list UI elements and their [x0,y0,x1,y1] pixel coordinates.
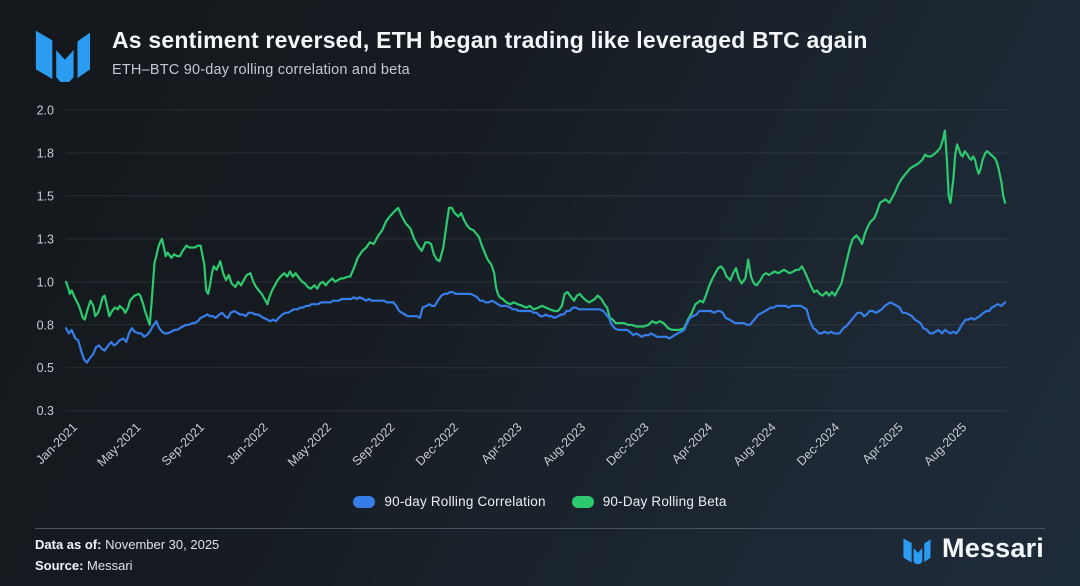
svg-text:0.8: 0.8 [37,318,54,332]
beta-swatch-icon [571,495,594,508]
svg-text:May-2022: May-2022 [285,420,334,469]
svg-text:Dec-2024: Dec-2024 [794,420,842,468]
svg-text:1.0: 1.0 [37,275,54,289]
correlation-swatch-icon [353,495,376,508]
page-title: As sentiment reversed, ETH began trading… [112,27,868,53]
data-as-of-line: Data as of: November 30, 2025 [35,534,219,555]
svg-text:Apr-2024: Apr-2024 [669,420,715,466]
svg-text:Sep-2021: Sep-2021 [159,420,207,468]
svg-text:Dec-2022: Dec-2022 [413,420,461,468]
data-as-of-value: November 30, 2025 [105,537,220,552]
chart-legend: 90-day Rolling Correlation 90-Day Rollin… [0,494,1080,509]
svg-text:Aug-2024: Aug-2024 [731,420,779,468]
svg-text:Aug-2025: Aug-2025 [921,420,969,468]
svg-text:Aug-2023: Aug-2023 [540,420,588,468]
brand-wordmark: Messari [942,533,1044,563]
svg-text:Jan-2022: Jan-2022 [224,420,271,467]
svg-text:1.3: 1.3 [37,232,54,246]
header-text: As sentiment reversed, ETH began trading… [112,20,868,78]
svg-text:Apr-2025: Apr-2025 [860,420,906,466]
svg-text:Apr-2023: Apr-2023 [478,420,524,466]
page-subtitle: ETH–BTC 90-day rolling correlation and b… [112,61,410,78]
svg-text:1.8: 1.8 [37,146,54,160]
svg-text:0.5: 0.5 [37,361,54,375]
data-as-of-label: Data as of: [35,537,102,552]
legend-label-correlation: 90-day Rolling Correlation [384,494,546,509]
legend-label-beta: 90-Day Rolling Beta [602,494,727,509]
footer-divider [35,528,1045,529]
messari-brand-icon [903,538,931,564]
source-label: Source: [35,558,84,573]
brand-lockup: Messari [902,533,1044,564]
svg-text:2.0: 2.0 [37,104,54,118]
svg-text:Sep-2022: Sep-2022 [349,420,397,468]
svg-text:Jan-2021: Jan-2021 [33,420,80,467]
source-value: Messari [87,558,133,573]
svg-text:0.3: 0.3 [37,404,54,418]
svg-text:Dec-2023: Dec-2023 [604,420,652,468]
source-line: Source: Messari [35,555,219,576]
header: As sentiment reversed, ETH began trading… [33,20,868,82]
svg-text:May-2021: May-2021 [94,420,143,469]
messari-logo-icon [33,20,91,82]
legend-item-correlation: 90-day Rolling Correlation [353,494,546,509]
svg-text:1.5: 1.5 [37,189,54,203]
footer-meta: Data as of: November 30, 2025 Source: Me… [35,534,219,576]
legend-item-beta: 90-Day Rolling Beta [571,494,727,509]
